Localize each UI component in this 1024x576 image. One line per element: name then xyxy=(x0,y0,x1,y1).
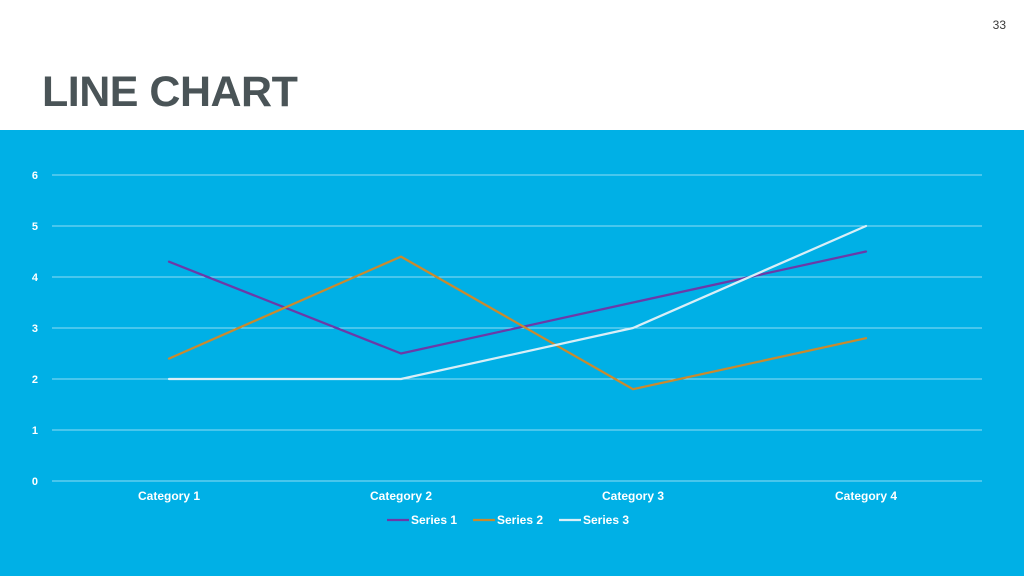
x-category-label: Category 1 xyxy=(138,489,200,503)
y-tick-label: 1 xyxy=(32,425,38,437)
x-category-label: Category 4 xyxy=(835,489,897,503)
series-line-2 xyxy=(167,255,868,391)
legend-label-2: Series 2 xyxy=(497,513,543,527)
slide-title: LINE CHART xyxy=(42,68,298,116)
series-line-3 xyxy=(167,224,868,381)
x-category-label: Category 2 xyxy=(370,489,432,503)
y-tick-label: 4 xyxy=(32,272,39,284)
y-tick-label: 6 xyxy=(32,170,38,182)
x-axis-categories: Category 1 Category 2 Category 3 Category 4 xyxy=(138,489,897,503)
y-tick-label: 2 xyxy=(32,374,38,386)
y-tick-label: 5 xyxy=(32,221,38,233)
y-tick-label: 0 xyxy=(32,476,38,488)
legend-label-1: Series 1 xyxy=(411,513,457,527)
legend-label-3: Series 3 xyxy=(583,513,629,527)
series-lines xyxy=(167,224,868,391)
y-tick-label: 3 xyxy=(32,323,38,335)
legend: Series 1 Series 2 Series 3 xyxy=(387,513,629,527)
series-line-1 xyxy=(167,250,868,355)
x-category-label: Category 3 xyxy=(602,489,664,503)
y-axis-ticks: 0 1 2 3 4 5 6 xyxy=(32,170,39,488)
page-number: 33 xyxy=(992,18,1006,32)
